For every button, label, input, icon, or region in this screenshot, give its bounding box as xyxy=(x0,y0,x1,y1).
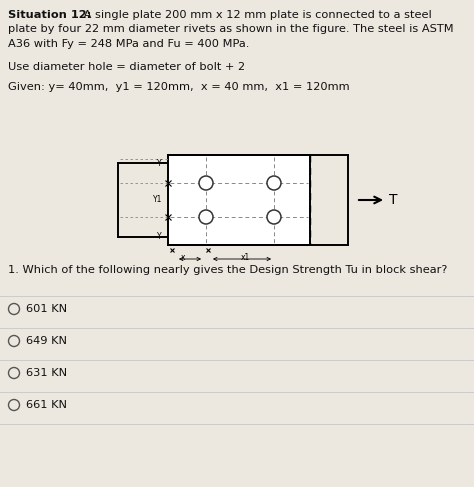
Text: Given: y= 40mm,  y1 = 120mm,  x = 40 mm,  x1 = 120mm: Given: y= 40mm, y1 = 120mm, x = 40 mm, x… xyxy=(8,82,350,93)
Text: Situation 12:: Situation 12: xyxy=(8,10,91,20)
Circle shape xyxy=(267,210,281,224)
Circle shape xyxy=(199,210,213,224)
Text: Y1: Y1 xyxy=(153,195,162,205)
Text: Y: Y xyxy=(157,159,162,168)
Circle shape xyxy=(267,176,281,190)
Bar xyxy=(168,155,310,245)
Text: x1: x1 xyxy=(240,253,250,262)
Text: plate by four 22 mm diameter rivets as shown in the figure. The steel is ASTM: plate by four 22 mm diameter rivets as s… xyxy=(8,24,454,35)
Text: 649 KN: 649 KN xyxy=(26,336,67,346)
Text: A single plate 200 mm x 12 mm plate is connected to a steel: A single plate 200 mm x 12 mm plate is c… xyxy=(80,10,432,20)
Text: T: T xyxy=(389,193,398,207)
Text: 631 KN: 631 KN xyxy=(26,368,67,378)
Text: 1. Which of the following nearly gives the Design Strength Tu in block shear?: 1. Which of the following nearly gives t… xyxy=(8,265,447,275)
Circle shape xyxy=(199,176,213,190)
Text: Use diameter hole = diameter of bolt + 2: Use diameter hole = diameter of bolt + 2 xyxy=(8,62,245,72)
Text: x: x xyxy=(181,253,185,262)
Text: A36 with Fy = 248 MPa and Fu = 400 MPa.: A36 with Fy = 248 MPa and Fu = 400 MPa. xyxy=(8,39,249,49)
Text: 661 KN: 661 KN xyxy=(26,400,67,410)
Text: Y: Y xyxy=(157,232,162,241)
Text: 601 KN: 601 KN xyxy=(26,304,67,314)
